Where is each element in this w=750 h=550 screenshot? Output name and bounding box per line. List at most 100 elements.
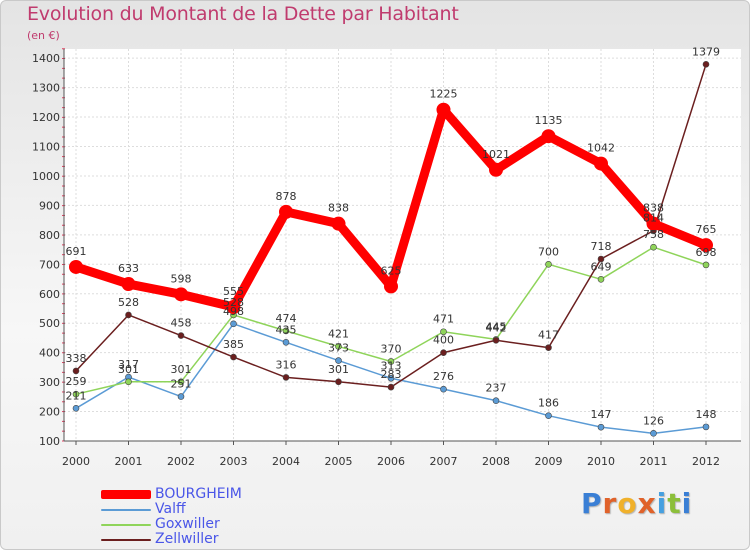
data-label-goxwiller: 758	[643, 228, 664, 241]
data-label-bourgheim: 838	[328, 202, 349, 215]
legend-item-goxwiller: Goxwiller	[101, 517, 242, 532]
x-tick-label: 2000	[62, 455, 90, 468]
data-label-valff: 237	[486, 382, 507, 395]
data-label-valff: 276	[433, 370, 454, 383]
data-point-valff	[545, 412, 552, 419]
x-tick-label: 2011	[640, 455, 668, 468]
data-label-goxwiller: 649	[591, 260, 612, 273]
x-tick-label: 2002	[167, 455, 195, 468]
data-label-goxwiller: 528	[223, 296, 244, 309]
data-label-goxwiller: 370	[381, 342, 402, 355]
data-label-bourgheim: 878	[276, 190, 297, 203]
x-tick-label: 2009	[535, 455, 563, 468]
data-label-goxwiller: 301	[171, 363, 192, 376]
legend-label-valff: Valff	[155, 501, 186, 517]
chart-title: Evolution du Montant de la Dette par Hab…	[27, 3, 459, 25]
legend-label-goxwiller: Goxwiller	[155, 516, 220, 532]
data-point-zellwiller	[440, 349, 447, 356]
data-label-valff: 251	[171, 378, 192, 391]
x-tick-label: 2010	[587, 455, 615, 468]
data-point-zellwiller	[545, 344, 552, 351]
data-point-valff	[72, 405, 80, 412]
legend-item-zellwiller: Zellwiller	[101, 532, 242, 547]
data-label-zellwiller: 400	[433, 334, 454, 347]
y-tick-label: 1100	[32, 141, 60, 154]
data-label-zellwiller: 814	[643, 212, 664, 225]
proxiti-logo: Proxiti	[581, 487, 693, 520]
data-label-zellwiller: 442	[486, 321, 507, 334]
data-point-bourgheim	[69, 259, 83, 274]
data-point-valff	[177, 393, 185, 400]
data-point-valff	[440, 385, 447, 393]
data-point-zellwiller	[282, 374, 290, 381]
data-label-bourgheim: 838	[643, 202, 664, 215]
data-label-bourgheim: 1042	[587, 142, 615, 155]
data-point-zellwiller	[492, 336, 500, 344]
data-label-goxwiller: 421	[328, 327, 349, 340]
y-tick-label: 1200	[32, 111, 60, 124]
chart-legend: BOURGHEIM Valff Goxwiller Zellwiller	[101, 487, 242, 547]
data-point-goxwiller	[597, 276, 605, 283]
data-label-goxwiller: 259	[66, 375, 87, 388]
data-label-zellwiller: 316	[276, 358, 297, 371]
data-label-valff: 126	[643, 414, 664, 427]
data-label-valff: 313	[381, 359, 402, 372]
data-point-bourgheim	[121, 277, 136, 292]
data-point-goxwiller	[125, 378, 132, 386]
data-label-bourgheim: 765	[696, 223, 717, 236]
y-tick-label: 500	[39, 317, 60, 330]
data-label-zellwiller: 338	[66, 352, 87, 365]
data-label-zellwiller: 385	[223, 338, 244, 351]
legend-swatch-zellwiller	[101, 538, 151, 541]
legend-item-bourgheim: BOURGHEIM	[101, 487, 242, 502]
legend-item-valff: Valff	[101, 502, 242, 517]
x-tick-label: 2004	[272, 455, 300, 468]
y-tick-label: 900	[39, 199, 60, 212]
data-point-bourgheim	[489, 162, 503, 177]
data-label-valff: 147	[591, 408, 612, 421]
data-point-bourgheim	[174, 287, 188, 302]
data-point-zellwiller	[230, 353, 237, 361]
data-label-valff: 435	[276, 323, 297, 336]
data-point-zellwiller	[387, 383, 395, 391]
data-label-goxwiller: 700	[538, 245, 559, 258]
data-label-zellwiller: 718	[591, 240, 612, 253]
data-point-valff	[702, 423, 710, 431]
data-label-valff: 148	[696, 408, 717, 421]
data-point-zellwiller	[597, 255, 605, 263]
data-point-bourgheim	[541, 129, 556, 144]
data-point-goxwiller	[282, 327, 290, 335]
data-label-valff: 186	[538, 397, 559, 410]
data-point-goxwiller	[177, 378, 185, 386]
x-tick-label: 2012	[692, 455, 720, 468]
y-tick-label: 700	[39, 258, 60, 271]
y-tick-label: 200	[39, 406, 60, 419]
data-point-valff	[492, 397, 500, 404]
data-point-valff	[230, 320, 237, 328]
data-point-goxwiller	[545, 260, 552, 268]
data-label-goxwiller: 471	[433, 313, 454, 326]
data-label-zellwiller: 283	[381, 368, 402, 381]
x-tick-label: 2001	[115, 455, 143, 468]
data-label-bourgheim: 598	[171, 272, 192, 285]
legend-swatch-valff	[101, 508, 151, 511]
chart-subtitle: (en €)	[27, 29, 60, 42]
data-point-valff	[597, 423, 605, 431]
legend-label-bourgheim: BOURGHEIM	[155, 486, 242, 502]
y-tick-label: 1300	[32, 82, 60, 95]
y-tick-label: 600	[39, 288, 60, 301]
data-label-valff: 211	[66, 389, 87, 402]
data-label-goxwiller: 445	[486, 320, 507, 333]
data-point-bourgheim	[331, 216, 346, 231]
legend-swatch-bourgheim	[101, 490, 151, 499]
data-label-bourgheim: 625	[381, 264, 402, 277]
data-label-bourgheim: 1021	[482, 148, 510, 161]
data-point-bourgheim	[436, 102, 451, 117]
data-label-goxwiller: 474	[276, 312, 297, 325]
data-label-zellwiller: 528	[118, 296, 139, 309]
data-point-bourgheim	[384, 279, 398, 294]
data-label-valff: 498	[223, 305, 244, 318]
data-point-zellwiller	[335, 378, 342, 386]
